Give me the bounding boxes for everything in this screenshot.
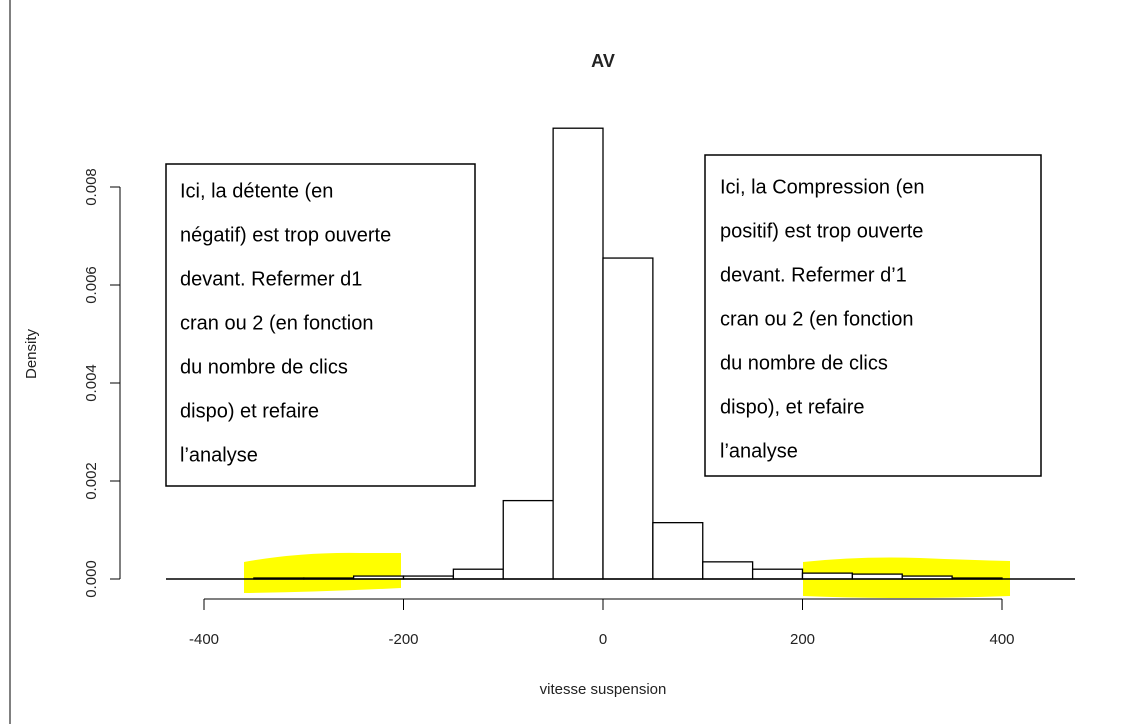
x-tick-label: -200 bbox=[388, 631, 418, 648]
annotation-box bbox=[165, 163, 476, 487]
annotation-text: cran ou 2 (en fonction bbox=[180, 312, 373, 334]
x-axis-label: vitesse suspension bbox=[540, 681, 667, 698]
y-tick-label: 0.008 bbox=[83, 168, 100, 206]
annotation-text: Ici, la détente (en bbox=[180, 180, 333, 202]
y-tick-label: 0.006 bbox=[83, 266, 100, 304]
bar bbox=[751, 568, 804, 580]
annotation-text: l’analyse bbox=[180, 444, 258, 466]
annotation-box bbox=[704, 154, 1042, 477]
highlight-left bbox=[244, 552, 401, 593]
bar bbox=[502, 499, 554, 580]
annotation-text: positif) est trop ouverte bbox=[720, 220, 923, 242]
annotation-text: dispo), et refaire bbox=[720, 396, 865, 418]
annotation-text: du nombre de clics bbox=[180, 356, 348, 378]
bars bbox=[253, 127, 1003, 580]
annotation-text: devant. Refermer d’1 bbox=[720, 264, 907, 286]
x-tick-label: 200 bbox=[790, 631, 815, 648]
y-tick-label: 0.002 bbox=[83, 462, 100, 500]
annotation-text: Ici, la Compression (en bbox=[720, 176, 925, 198]
annotation-text: cran ou 2 (en fonction bbox=[720, 308, 913, 330]
annotation-text: l’analyse bbox=[720, 440, 798, 462]
annotation-text: devant. Refermer d1 bbox=[180, 268, 362, 290]
y-tick-label: 0.004 bbox=[83, 364, 100, 402]
x-tick-label: 0 bbox=[599, 631, 607, 648]
highlights bbox=[244, 552, 1010, 598]
bar bbox=[452, 568, 504, 580]
annotation-text: du nombre de clics bbox=[720, 352, 888, 374]
chart-title: AV bbox=[591, 51, 615, 71]
bar bbox=[652, 522, 704, 580]
y-axis-label: Density bbox=[23, 328, 40, 379]
bar bbox=[552, 127, 604, 580]
bar bbox=[702, 561, 754, 580]
annotation-text: dispo) et refaire bbox=[180, 400, 319, 422]
bar bbox=[602, 257, 654, 580]
x-tick-label: -400 bbox=[189, 631, 219, 648]
annotation-text: négatif) est trop ouverte bbox=[180, 224, 391, 246]
bar bbox=[801, 572, 854, 580]
y-tick-label: 0.000 bbox=[83, 560, 100, 598]
x-tick-label: 400 bbox=[989, 631, 1014, 648]
